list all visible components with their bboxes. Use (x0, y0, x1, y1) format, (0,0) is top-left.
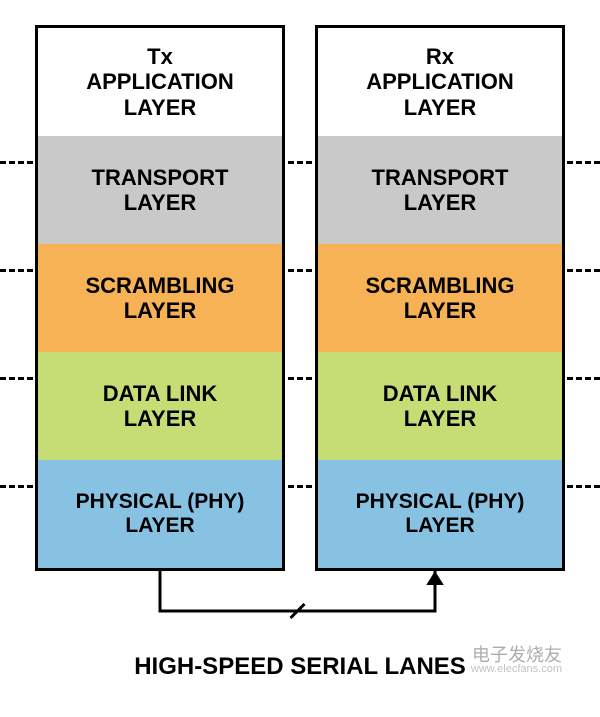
tx-physical-layer: PHYSICAL (PHY)LAYER (38, 460, 282, 568)
tx-transport-label: TRANSPORTLAYER (92, 165, 229, 216)
watermark-cn: 电子发烧友 (471, 646, 562, 664)
rx-transport-layer: TRANSPORTLAYER (318, 136, 562, 244)
tx-datalink-label: DATA LINKLAYER (103, 381, 217, 432)
watermark-url: www.elecfans.com (471, 664, 562, 675)
tx-scrambling-label: SCRAMBLINGLAYER (85, 273, 234, 324)
tx-application-layer: TxAPPLICATIONLAYER (38, 28, 282, 136)
watermark: 电子发烧友 www.elecfans.com (471, 646, 562, 675)
rx-datalink-layer: DATA LINKLAYER (318, 352, 562, 460)
rx-application-layer: RxAPPLICATIONLAYER (318, 28, 562, 136)
tx-application-label: TxAPPLICATIONLAYER (86, 44, 233, 120)
rx-physical-label: PHYSICAL (PHY)LAYER (356, 490, 525, 538)
tx-scrambling-layer: SCRAMBLINGLAYER (38, 244, 282, 352)
diagram-container: TxAPPLICATIONLAYER TRANSPORTLAYER SCRAMBLI… (0, 0, 600, 717)
rx-scrambling-layer: SCRAMBLINGLAYER (318, 244, 562, 352)
tx-stack: TxAPPLICATIONLAYER TRANSPORTLAYER SCRAMBLI… (35, 25, 285, 571)
rx-physical-layer: PHYSICAL (PHY)LAYER (318, 460, 562, 568)
rx-scrambling-label: SCRAMBLINGLAYER (365, 273, 514, 324)
tx-datalink-layer: DATA LINKLAYER (38, 352, 282, 460)
connection-line (0, 571, 600, 641)
rx-datalink-label: DATA LINKLAYER (383, 381, 497, 432)
rx-stack: RxAPPLICATIONLAYER TRANSPORTLAYER SCRAMBLI… (315, 25, 565, 571)
tx-transport-layer: TRANSPORTLAYER (38, 136, 282, 244)
stacks-row: TxAPPLICATIONLAYER TRANSPORTLAYER SCRAMBLI… (35, 25, 565, 571)
rx-transport-label: TRANSPORTLAYER (372, 165, 509, 216)
rx-application-label: RxAPPLICATIONLAYER (366, 44, 513, 120)
tx-physical-label: PHYSICAL (PHY)LAYER (76, 490, 245, 538)
